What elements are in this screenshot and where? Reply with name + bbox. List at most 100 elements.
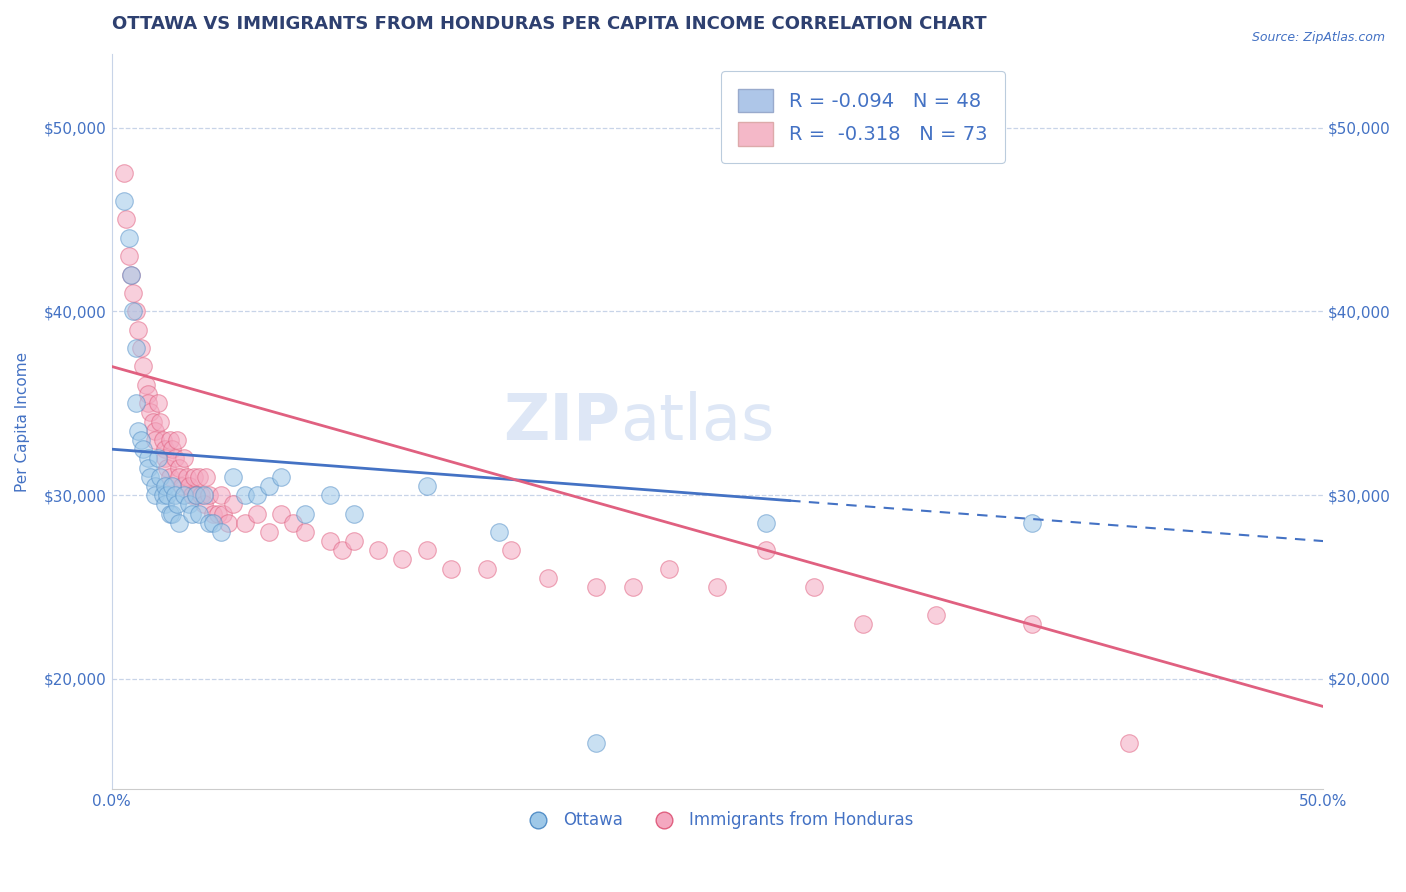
Point [163,451,186,466]
Point [330,543,353,558]
Point [246,488,269,502]
Point [585,580,607,594]
Point [132,442,155,457]
Point [621,580,644,594]
Point [153,479,176,493]
Point [142,415,165,429]
Text: atlas: atlas [620,391,775,452]
Point [136,396,159,410]
Point [153,497,176,511]
Point [755,516,778,530]
Point [156,488,179,502]
Point [112,166,135,180]
Point [159,507,181,521]
Point [125,341,148,355]
Point [180,488,202,502]
Point [187,507,209,521]
Point [136,387,159,401]
Point [125,304,148,318]
Point [209,488,232,502]
Point [924,607,946,622]
Point [153,442,176,457]
Point [136,451,159,466]
Point [122,304,145,318]
Point [391,552,413,566]
Point [852,616,875,631]
Point [160,442,183,457]
Point [537,571,560,585]
Point [170,479,193,493]
Point [367,543,389,558]
Point [803,580,825,594]
Point [440,562,463,576]
Y-axis label: Per Capita Income: Per Capita Income [15,351,30,491]
Point [176,469,198,483]
Point [122,285,145,300]
Legend: Ottawa, Immigrants from Honduras: Ottawa, Immigrants from Honduras [515,805,921,836]
Point [195,469,218,483]
Point [222,469,245,483]
Point [146,396,169,410]
Point [501,543,523,558]
Point [125,396,148,410]
Point [152,433,174,447]
Point [585,736,607,750]
Text: OTTAWA VS IMMIGRANTS FROM HONDURAS PER CAPITA INCOME CORRELATION CHART: OTTAWA VS IMMIGRANTS FROM HONDURAS PER C… [111,15,986,33]
Point [755,543,778,558]
Text: ZIP: ZIP [503,391,620,452]
Point [153,451,176,466]
Point [156,460,179,475]
Point [257,524,280,539]
Point [179,479,201,493]
Point [169,469,191,483]
Point [143,488,166,502]
Point [183,469,205,483]
Point [319,534,342,549]
Point [149,415,172,429]
Point [270,469,292,483]
Point [120,268,142,282]
Point [146,451,169,466]
Text: Source: ZipAtlas.com: Source: ZipAtlas.com [1251,31,1385,45]
Point [169,460,191,475]
Point [112,194,135,208]
Point [139,405,162,419]
Point [180,507,202,521]
Point [193,497,215,511]
Point [120,268,142,282]
Point [233,488,256,502]
Point [129,433,152,447]
Point [159,469,181,483]
Point [217,516,239,530]
Point [173,488,195,502]
Point [197,516,219,530]
Point [136,460,159,475]
Point [488,524,510,539]
Point [202,516,225,530]
Point [166,433,188,447]
Point [270,507,292,521]
Point [117,231,139,245]
Point [186,488,208,502]
Point [222,497,245,511]
Point [193,488,215,502]
Point [139,469,162,483]
Point [209,524,232,539]
Point [117,249,139,263]
Point [257,479,280,493]
Point [127,323,149,337]
Point [233,516,256,530]
Point [163,488,186,502]
Point [143,433,166,447]
Point [207,507,229,521]
Point [1021,516,1043,530]
Point [1021,616,1043,631]
Point [166,497,188,511]
Point [179,497,201,511]
Point [186,488,208,502]
Point [173,451,195,466]
Point [159,433,181,447]
Point [129,341,152,355]
Point [169,516,191,530]
Point [294,524,316,539]
